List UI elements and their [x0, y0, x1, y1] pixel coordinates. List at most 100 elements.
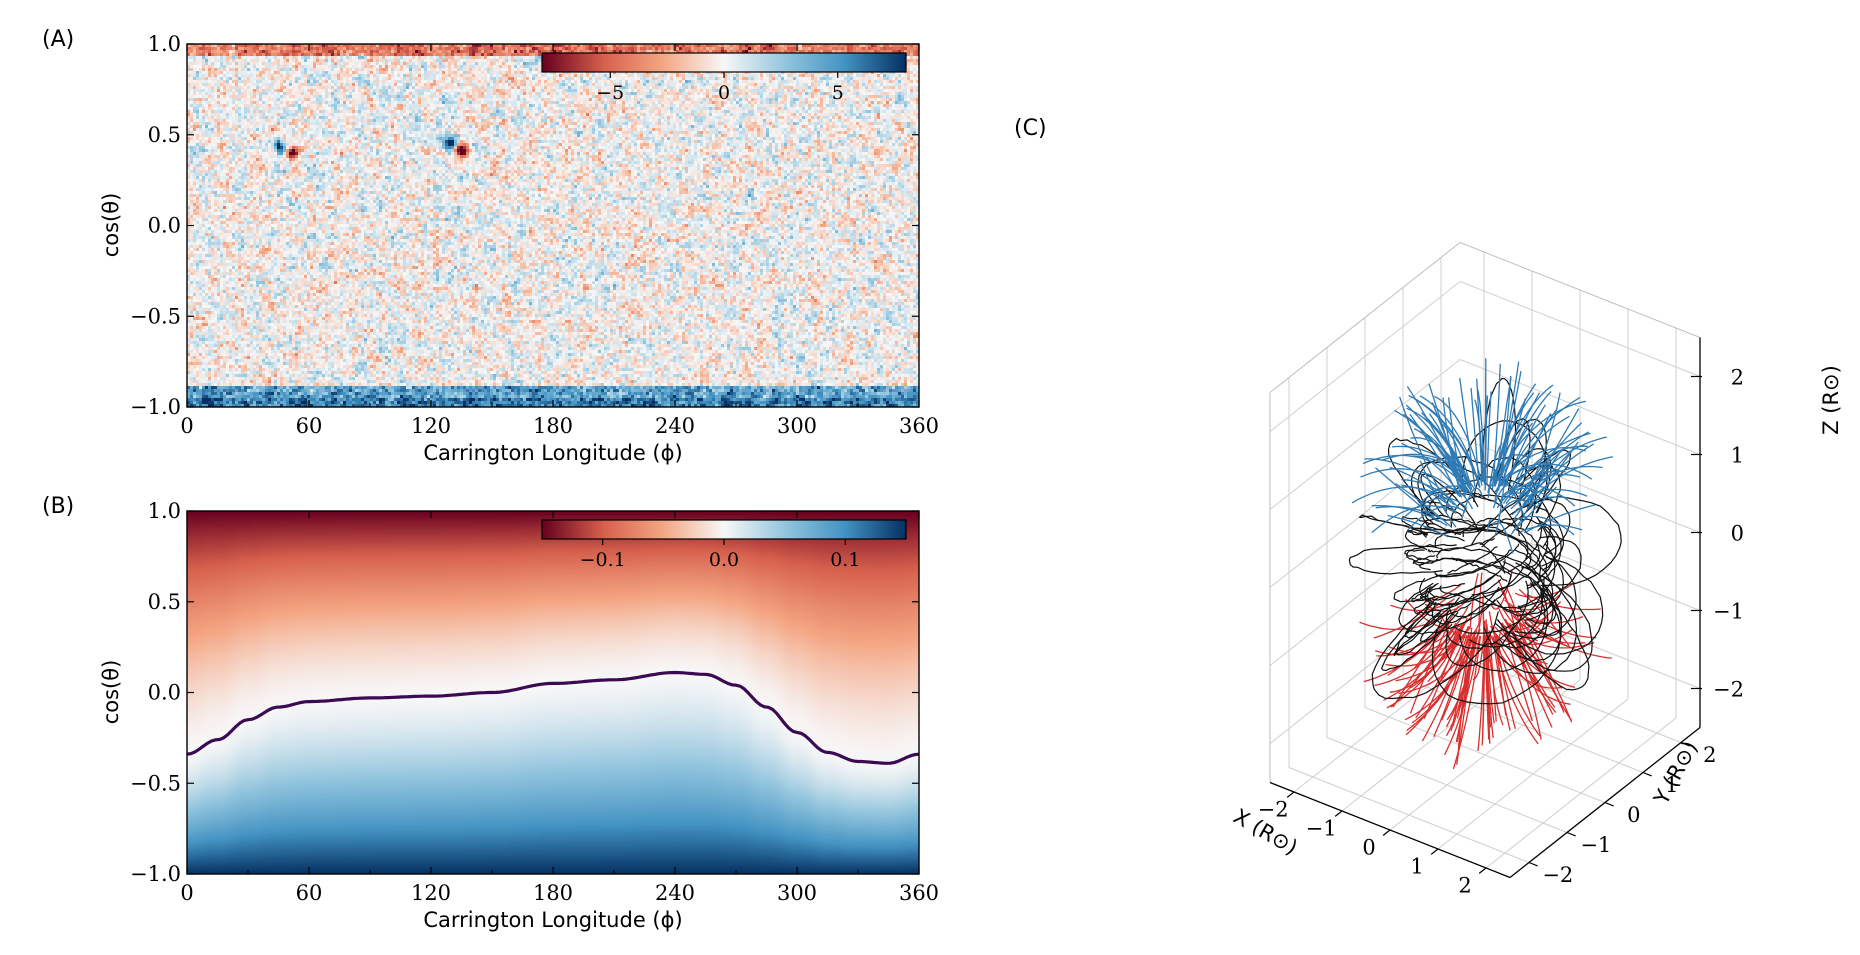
- x-tick: [1382, 829, 1391, 836]
- open-field-line-positive: [1504, 404, 1546, 488]
- x-tick-label: 2: [1458, 874, 1471, 898]
- panel-c-axes: −2 −2 −2 −1 −1 −1 0 0 0 1 1 1 2 2 2: [1258, 337, 1744, 898]
- y-tick: [1528, 861, 1538, 867]
- open-field-line-positive: [1442, 423, 1473, 490]
- x-tick-label: −1: [1306, 817, 1337, 841]
- open-field-line-negative: [1486, 638, 1495, 724]
- open-field-line-positive: [1491, 363, 1501, 490]
- panel-b-xtick-label: 180: [533, 881, 573, 905]
- closed-field-line: [1392, 610, 1442, 657]
- open-field-line-positive: [1522, 408, 1580, 502]
- open-field-line-positive: [1401, 478, 1461, 510]
- y-tick-label: 1: [1665, 773, 1678, 797]
- z-tick-label: 1: [1731, 444, 1744, 468]
- open-field-line-negative: [1486, 624, 1504, 646]
- y-tick: [1680, 741, 1690, 747]
- x-tick-label: 0: [1362, 836, 1375, 860]
- closed-field-line: [1420, 472, 1480, 533]
- open-field-line-positive: [1511, 445, 1588, 491]
- closed-field-line: [1348, 544, 1443, 575]
- open-field-line-positive: [1511, 413, 1552, 495]
- open-field-line-negative: [1513, 609, 1584, 624]
- open-field-line-negative: [1423, 624, 1464, 719]
- y-tick: [1604, 801, 1614, 807]
- panel-a-ticks: 0 60 120 180 240 300 360 −1.0 −0.5 0.0 0.5 1.0: [130, 32, 939, 438]
- closed-field-line: [1493, 582, 1546, 649]
- panel-a-cb-tick-label: 5: [832, 82, 844, 104]
- panel-a-cb-tick-label: −5: [596, 82, 624, 104]
- open-field-line-positive: [1364, 458, 1452, 501]
- closed-field-line: [1497, 556, 1604, 655]
- closed-field-line: [1419, 566, 1525, 606]
- panel-b-colorbar: [541, 519, 907, 540]
- closed-field-line: [1420, 517, 1481, 538]
- closed-field-line: [1494, 554, 1577, 640]
- open-field-line-positive: [1492, 520, 1514, 554]
- panel-a-ylabel: cos(θ): [99, 193, 123, 258]
- panel-b-cb-tick-label: −0.1: [580, 549, 626, 571]
- open-field-line-positive: [1511, 496, 1567, 516]
- open-field-line-positive: [1409, 413, 1458, 495]
- y-tick-label: 0: [1627, 803, 1640, 827]
- grid-line: [1437, 698, 1629, 850]
- open-field-line-negative: [1504, 594, 1561, 611]
- open-field-line-negative: [1406, 633, 1476, 732]
- open-field-line-positive: [1495, 384, 1554, 484]
- open-field-line-positive: [1493, 442, 1517, 503]
- closed-field-line: [1445, 580, 1529, 650]
- open-field-line-negative: [1415, 629, 1464, 719]
- open-field-line-positive: [1476, 378, 1483, 482]
- x-tick-label: −2: [1258, 798, 1289, 822]
- open-field-line-negative: [1413, 605, 1459, 669]
- panel-b-ylabel: cos(θ): [99, 660, 123, 725]
- polarity-neutral-line: [186, 670, 920, 765]
- y-tick-label: −1: [1580, 833, 1611, 857]
- closed-field-line: [1496, 561, 1545, 617]
- open-field-line-positive: [1477, 389, 1486, 485]
- panel-b-heatmap: [187, 511, 919, 874]
- open-field-line-positive: [1406, 407, 1470, 487]
- closed-field-line: [1371, 597, 1499, 700]
- panel-a-xtick-label: 0: [180, 414, 193, 438]
- panel-a-cb-tick-label: 0: [718, 82, 730, 104]
- panel-a-xtick-label: 60: [296, 414, 323, 438]
- open-field-line-positive: [1494, 468, 1507, 536]
- grid-line: [1269, 359, 1461, 510]
- panel-b-cb-tick-label: 0.1: [830, 549, 860, 571]
- panel-b-xtick-label: 60: [296, 881, 323, 905]
- open-field-line-negative: [1492, 637, 1511, 731]
- panel-b-xtick-label: 0: [180, 881, 193, 905]
- closed-field-line: [1419, 610, 1453, 643]
- panel-a-ytick-label: 0.0: [148, 214, 181, 238]
- open-field-line-positive: [1522, 392, 1561, 502]
- y-tick-label: −2: [1542, 863, 1573, 887]
- open-field-line-negative: [1441, 636, 1472, 721]
- open-field-line-negative: [1505, 586, 1527, 657]
- open-field-line-positive: [1428, 487, 1474, 510]
- closed-field-line: [1458, 590, 1549, 673]
- open-field-line-negative: [1496, 601, 1562, 631]
- panel-b-ytick-label: 0.5: [148, 590, 181, 614]
- panel-a-ytick-label: 0.5: [148, 123, 181, 147]
- closed-field-line: [1516, 498, 1571, 556]
- closed-field-line: [1471, 526, 1549, 596]
- open-field-line-positive: [1486, 391, 1492, 486]
- open-field-line-negative: [1438, 612, 1480, 638]
- closed-field-line: [1537, 522, 1557, 580]
- closed-field-line: [1479, 521, 1541, 569]
- closed-field-line: [1512, 592, 1590, 691]
- open-field-line-positive: [1510, 465, 1547, 535]
- grid-line: [1485, 717, 1677, 869]
- closed-field-line: [1499, 580, 1561, 662]
- open-field-line-positive: [1486, 519, 1492, 533]
- panel-a-xtick-label: 180: [533, 414, 573, 438]
- open-field-line-positive: [1375, 467, 1440, 523]
- open-field-line-positive: [1387, 514, 1449, 538]
- open-field-line-negative: [1444, 636, 1481, 756]
- panel-c-zlabel: Z (R⊙): [1819, 365, 1843, 435]
- closed-field-line: [1419, 583, 1465, 601]
- grid-line: [1269, 281, 1461, 432]
- open-field-line-positive: [1405, 404, 1468, 493]
- panel-a-colorbar: [541, 52, 907, 73]
